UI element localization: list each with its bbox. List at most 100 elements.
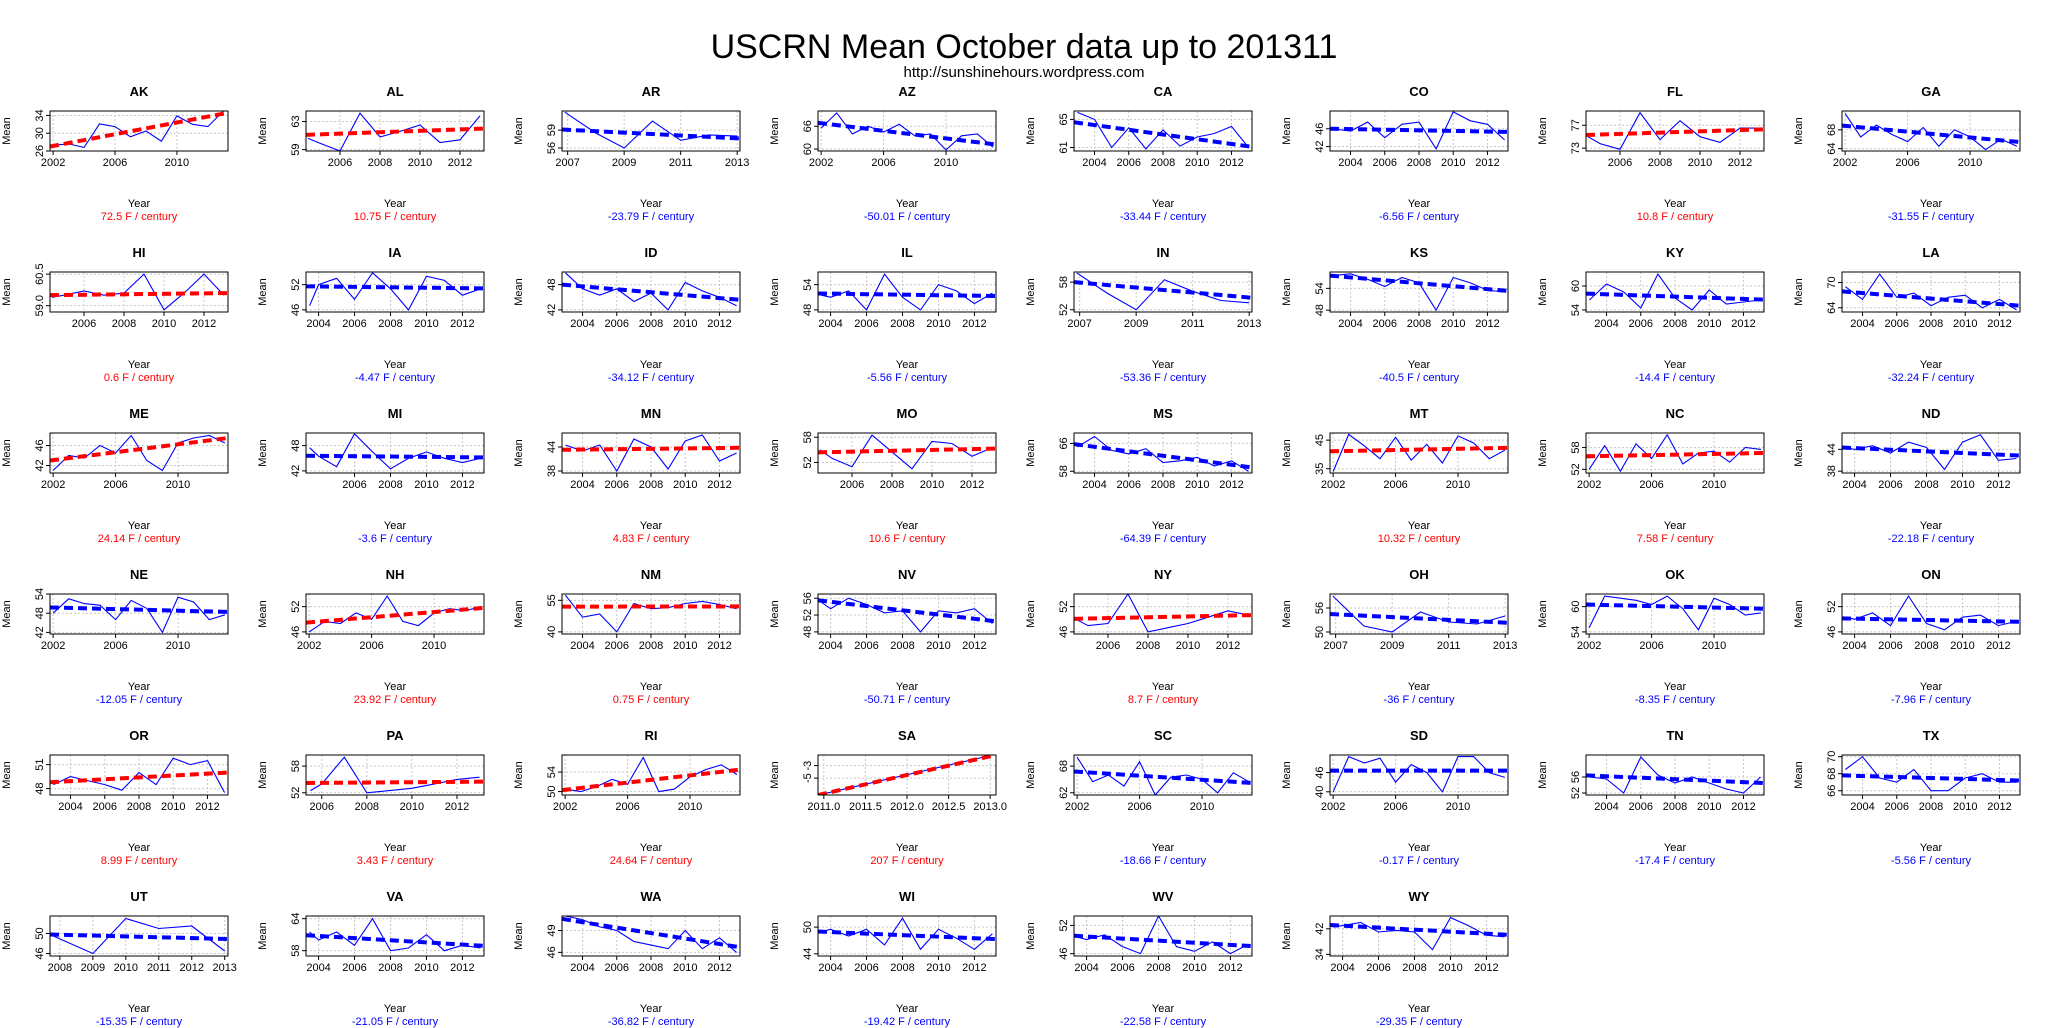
x-tick-label: 2010 [1702, 640, 1726, 652]
x-tick-label: 2008 [1648, 157, 1672, 169]
y-axis-label: Mean [1793, 600, 1805, 628]
x-tick-label: 2002 [41, 640, 65, 652]
x-tick-label: 2004 [1074, 962, 1098, 974]
x-tick-label: 2004 [306, 318, 330, 330]
x-tick-label: 2008 [378, 479, 402, 491]
y-tick-label: 63 [290, 115, 302, 127]
trend-line [306, 935, 484, 946]
x-tick-label: 2008 [1407, 157, 1431, 169]
x-tick-label: 2006 [1383, 801, 1407, 813]
x-tick-label: 2004 [570, 318, 594, 330]
x-tick-label: 2013.0 [973, 801, 1007, 813]
x-axis-label: Year [640, 1003, 663, 1015]
y-tick-label: 46 [546, 946, 558, 958]
trend-line [50, 293, 228, 295]
trend-line [1074, 771, 1252, 783]
panel-title: IA [389, 245, 403, 260]
trend-annotation: 72.5 F / century [101, 211, 178, 223]
y-tick-label: 40 [546, 626, 558, 638]
x-tick-label: 2012 [1219, 157, 1243, 169]
panel-title: MI [388, 406, 402, 421]
panel-title: SD [1410, 728, 1428, 743]
trend-line [1842, 618, 2020, 621]
x-tick-label: 2002 [553, 801, 577, 813]
y-axis-label: Mean [1025, 922, 1037, 950]
x-axis-label: Year [384, 842, 407, 854]
panel-title: NH [386, 567, 405, 582]
x-tick-label: 2002 [1321, 801, 1345, 813]
y-axis-label: Mean [769, 761, 781, 789]
x-tick-label: 2008 [1151, 479, 1175, 491]
panel-title: WY [1409, 889, 1430, 904]
x-axis-label: Year [1152, 1003, 1175, 1015]
y-tick-label: 45 [1314, 434, 1326, 446]
y-tick-label: 34 [34, 109, 46, 121]
y-tick-label: 59 [290, 143, 302, 155]
trend-line [1330, 129, 1508, 132]
y-axis-label: Mean [1, 922, 13, 950]
y-axis-label: Mean [1281, 278, 1293, 306]
y-axis-label: Mean [1025, 439, 1037, 467]
x-axis-label: Year [1664, 198, 1687, 210]
trend-annotation: -40.5 F / century [1379, 372, 1460, 384]
y-tick-label: 38 [546, 465, 558, 477]
y-tick-label: 68 [1058, 760, 1070, 772]
y-tick-label: 64 [290, 913, 302, 925]
x-tick-label: 2006 [93, 801, 117, 813]
x-tick-label: 2008 [127, 801, 151, 813]
panel-title: SA [898, 728, 917, 743]
x-axis-label: Year [640, 359, 663, 371]
x-tick-label: 2008 [1151, 157, 1175, 169]
x-tick-label: 2008 [355, 801, 379, 813]
y-tick-label: 54 [1570, 304, 1582, 316]
panel-title: KS [1410, 245, 1428, 260]
y-axis-label: Mean [1025, 278, 1037, 306]
x-tick-label: 2013 [1237, 318, 1261, 330]
x-axis-label: Year [384, 681, 407, 693]
x-tick-label: 2012 [179, 962, 203, 974]
x-tick-label: 2013 [1493, 640, 1517, 652]
trend-line [306, 286, 484, 288]
trend-line [562, 919, 740, 947]
y-tick-label: 34 [1314, 948, 1326, 960]
y-tick-label: 66 [802, 120, 814, 132]
x-tick-label: 2012 [1475, 318, 1499, 330]
y-axis-label: Mean [513, 761, 525, 789]
y-tick-label: 50 [1314, 626, 1326, 638]
x-tick-label: 2004 [1850, 801, 1874, 813]
y-axis-label: Mean [1, 600, 13, 628]
trend-annotation: 24.64 F / century [610, 855, 693, 867]
y-tick-label: 49 [546, 924, 558, 936]
x-tick-label: 2006 [103, 640, 127, 652]
x-tick-label: 2004 [1594, 318, 1618, 330]
x-tick-label: 2006 [1895, 157, 1919, 169]
panel-title: NM [641, 567, 661, 582]
y-tick-label: 46 [1314, 123, 1326, 135]
y-axis-label: Mean [1793, 439, 1805, 467]
trend-annotation: -22.58 F / century [1120, 1016, 1207, 1028]
x-tick-label: 2006 [342, 318, 366, 330]
trend-annotation: -36.82 F / century [608, 1016, 695, 1028]
y-axis-label: Mean [513, 600, 525, 628]
y-axis-label: Mean [513, 439, 525, 467]
x-tick-label: 2008 [890, 640, 914, 652]
x-tick-label: 2002 [1577, 640, 1601, 652]
x-tick-label: 2012 [1474, 962, 1498, 974]
panel-title: NY [1154, 567, 1172, 582]
x-tick-label: 2009 [81, 962, 105, 974]
x-tick-label: 2010 [414, 318, 438, 330]
trend-line [50, 113, 228, 147]
y-tick-label: 54 [1314, 282, 1326, 294]
x-tick-label: 2010 [422, 640, 446, 652]
x-axis-label: Year [896, 520, 919, 532]
y-tick-label: 48 [802, 626, 814, 638]
